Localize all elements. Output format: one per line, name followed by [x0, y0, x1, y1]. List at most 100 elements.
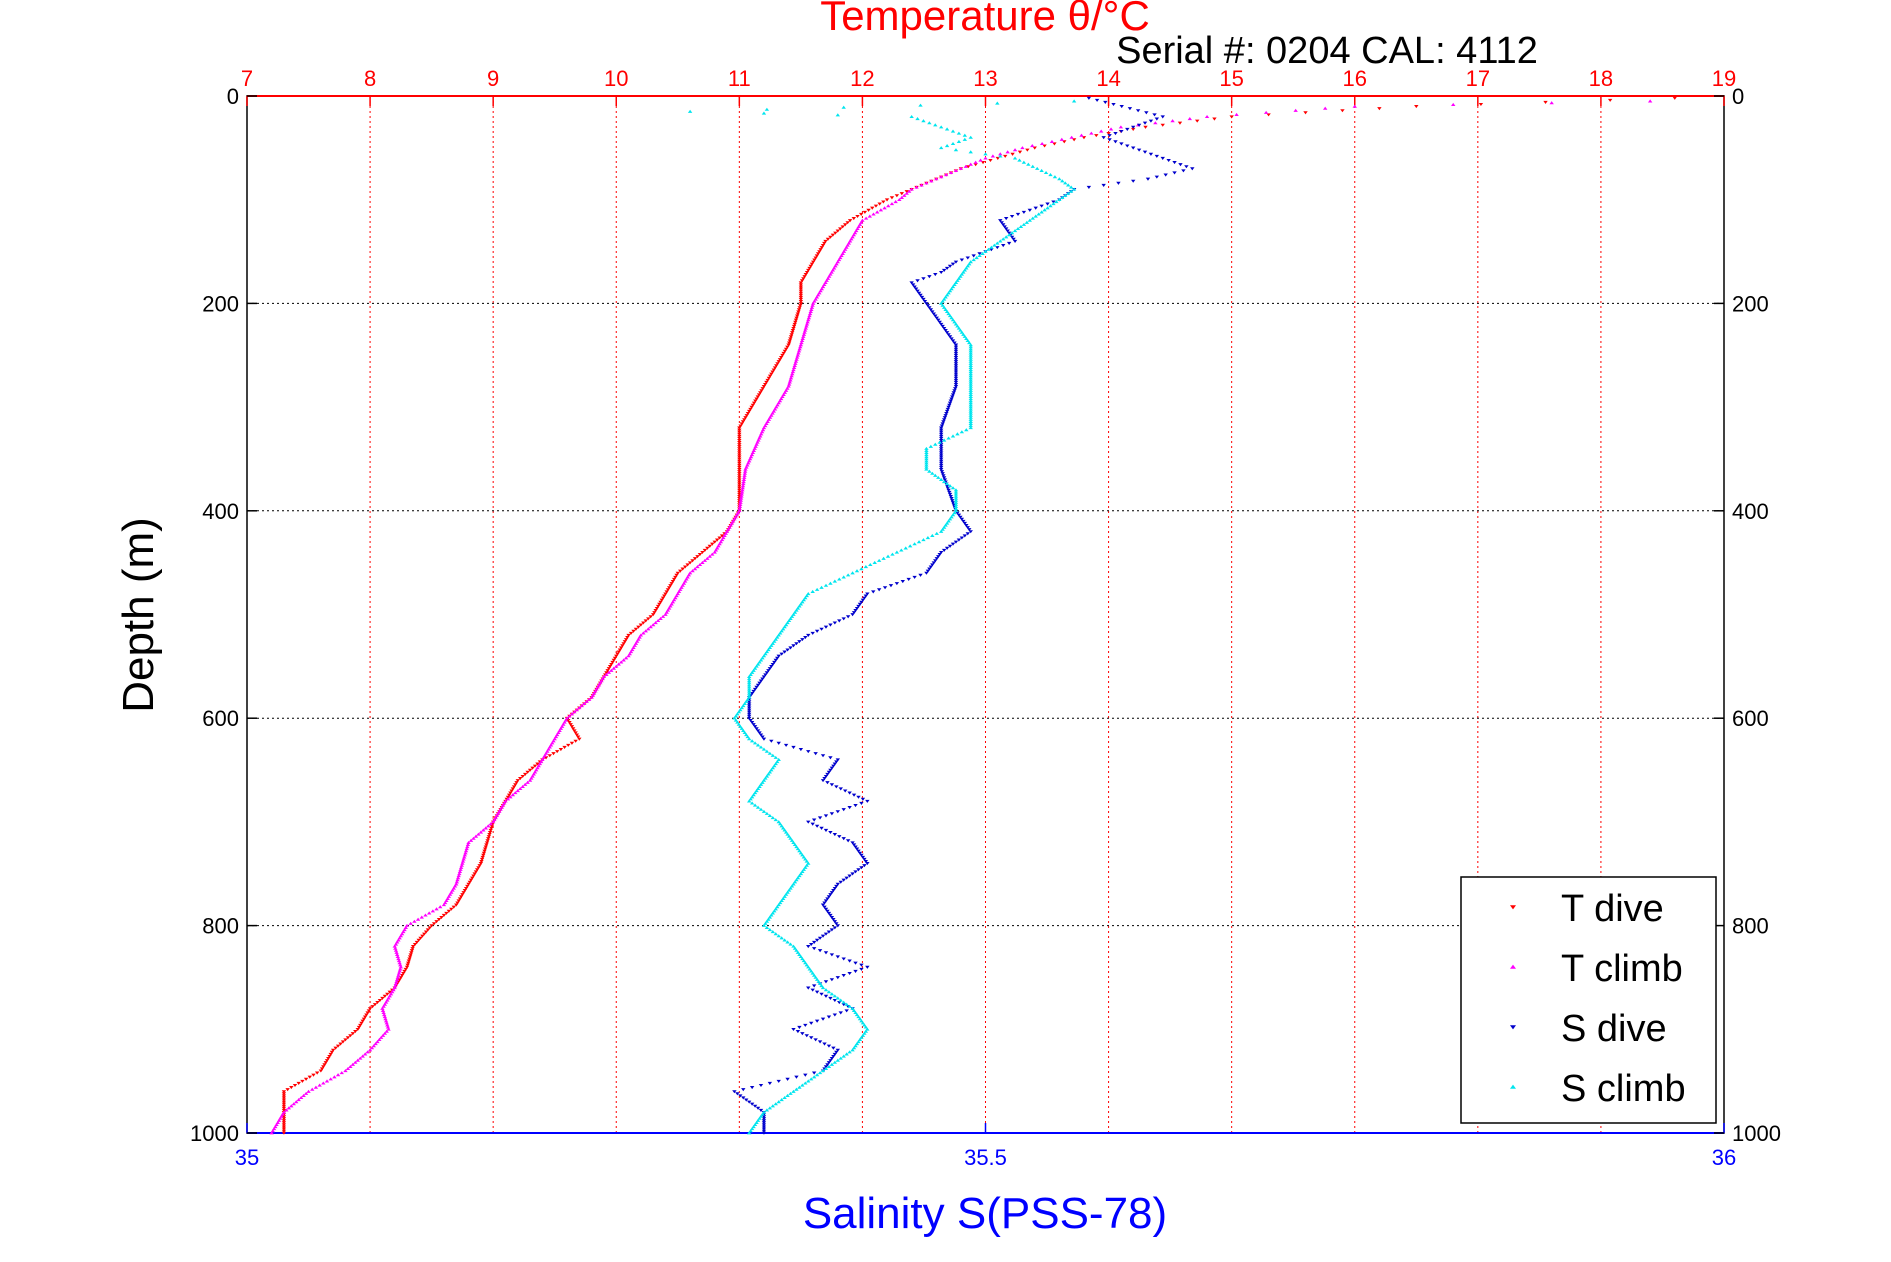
data-point	[609, 662, 614, 667]
data-point	[857, 851, 863, 855]
data-point	[931, 312, 937, 316]
data-point	[853, 969, 858, 973]
data-point	[834, 785, 839, 789]
data-point	[761, 1110, 767, 1114]
data-point	[832, 1013, 838, 1017]
data-point	[682, 565, 688, 569]
data-point	[817, 1071, 823, 1075]
data-point	[364, 1013, 369, 1017]
data-point	[835, 924, 840, 928]
data-point	[814, 1073, 820, 1077]
data-point	[751, 689, 756, 693]
data-point	[395, 975, 400, 979]
data-point	[953, 496, 959, 500]
data-point	[859, 600, 864, 604]
data-point	[543, 756, 549, 760]
data-point	[770, 641, 776, 645]
data-point	[700, 550, 705, 555]
data-point	[956, 139, 962, 143]
data-point	[943, 295, 948, 299]
data-point	[854, 606, 860, 611]
data-point	[767, 1106, 773, 1110]
data-point	[396, 957, 401, 961]
data-point	[746, 704, 752, 708]
data-point	[927, 306, 932, 310]
data-point	[770, 930, 776, 934]
data-point	[878, 208, 884, 212]
data-point	[457, 871, 462, 876]
data-point	[766, 917, 771, 921]
data-point	[1009, 235, 1015, 239]
data-point	[940, 299, 945, 303]
data-point	[1057, 197, 1062, 202]
data-point	[1103, 100, 1108, 104]
data-point	[809, 262, 815, 266]
data-point	[800, 638, 805, 642]
data-point	[956, 276, 962, 280]
data-point	[478, 862, 484, 866]
data-point	[1036, 212, 1041, 216]
data-point	[1018, 224, 1024, 228]
data-point	[870, 206, 875, 210]
data-point	[736, 722, 742, 726]
data-point	[641, 631, 646, 635]
data-point	[620, 644, 625, 648]
data-point	[1153, 121, 1158, 125]
data-point	[458, 865, 464, 869]
data-point	[508, 795, 513, 799]
data-point	[740, 484, 746, 488]
data-point	[1071, 99, 1077, 103]
data-point	[924, 302, 929, 306]
data-point	[774, 364, 779, 368]
data-point	[732, 1090, 737, 1094]
data-point	[738, 708, 743, 712]
data-point	[802, 330, 807, 334]
data-point	[841, 617, 846, 621]
data-point	[950, 499, 955, 503]
data-point	[806, 986, 811, 990]
data-series	[269, 96, 1677, 1135]
data-point	[958, 166, 964, 170]
data-point	[737, 506, 742, 511]
data-point	[949, 397, 954, 401]
data-point	[1154, 117, 1160, 121]
data-point	[429, 924, 434, 928]
data-point	[881, 556, 886, 560]
data-point	[789, 333, 794, 337]
data-point	[857, 602, 863, 606]
data-point	[959, 430, 965, 434]
data-point	[387, 990, 392, 994]
data-point	[776, 1079, 781, 1083]
data-point	[291, 1102, 296, 1106]
y-tick-label-right: 800	[1732, 914, 1769, 939]
data-point	[1323, 106, 1328, 110]
data-point	[950, 434, 956, 438]
data-point	[828, 893, 833, 897]
data-point	[804, 270, 810, 275]
data-point	[938, 434, 944, 438]
data-point	[825, 1063, 830, 1067]
data-point	[888, 584, 894, 588]
data-point	[820, 754, 826, 758]
data-point	[794, 642, 799, 646]
data-point	[1131, 179, 1136, 183]
data-point	[782, 650, 787, 654]
data-point	[968, 386, 973, 390]
data-point	[770, 1104, 776, 1108]
data-point	[505, 797, 511, 801]
data-point	[773, 637, 778, 641]
data-point	[794, 355, 800, 359]
data-point	[481, 828, 486, 832]
data-point	[764, 811, 770, 815]
data-point	[408, 921, 413, 925]
data-point	[899, 195, 905, 199]
data-point	[835, 976, 840, 980]
data-point	[906, 189, 912, 193]
data-point	[783, 743, 789, 747]
data-point	[761, 737, 767, 741]
data-point	[359, 1021, 364, 1025]
data-point	[937, 320, 942, 324]
data-point	[938, 461, 944, 465]
data-point	[746, 712, 752, 716]
data-point	[938, 447, 944, 451]
